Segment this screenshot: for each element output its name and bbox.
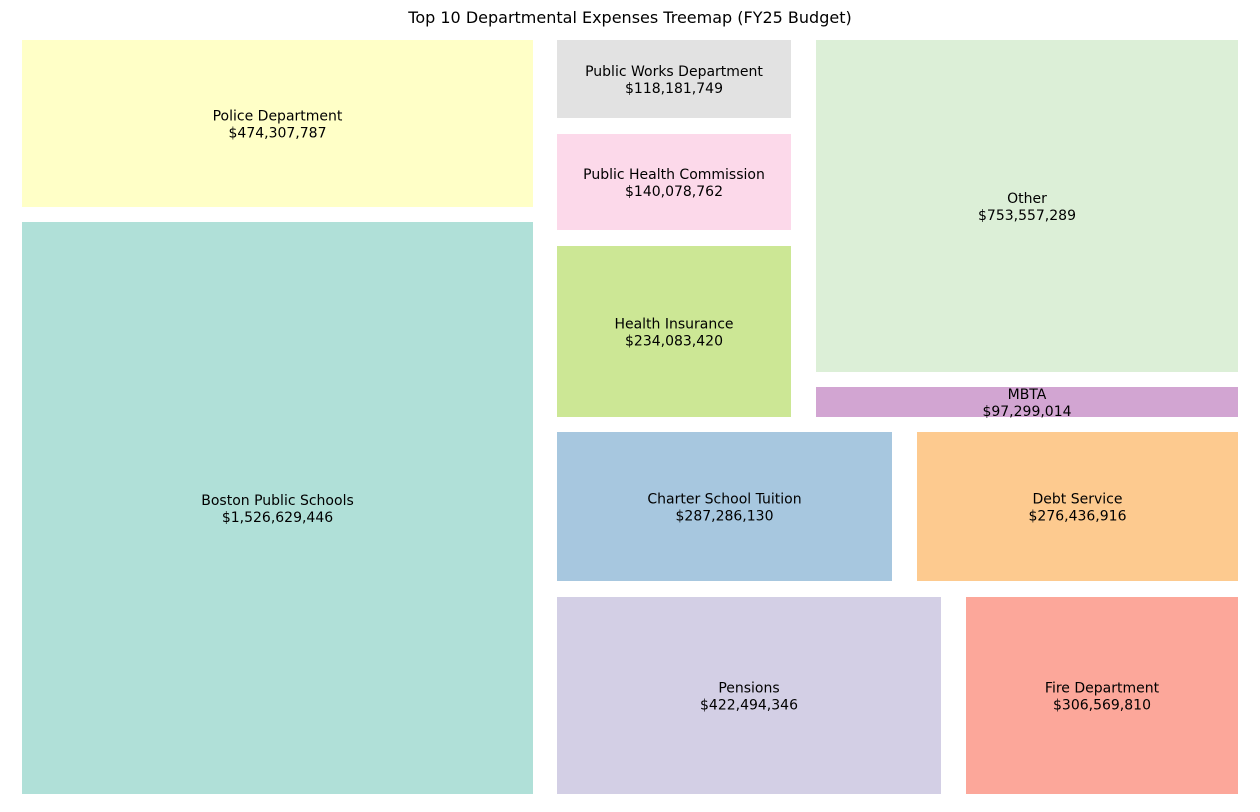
tile-value-charter-school-tuition: $287,286,130 [676,509,774,525]
tile-other: Other$753,557,289 [816,40,1238,372]
tile-public-health-commission: Public Health Commission$140,078,762 [557,134,791,230]
tile-rect-public-works-department [557,40,791,118]
tile-rect-mbta [816,387,1238,417]
tile-police-department: Police Department$474,307,787 [22,40,533,207]
tile-rect-boston-public-schools [22,222,533,794]
tile-name-public-works-department: Public Works Department [585,64,763,80]
tile-value-pensions: $422,494,346 [700,698,798,714]
tile-fire-department: Fire Department$306,569,810 [966,597,1238,794]
tile-value-police-department: $474,307,787 [229,126,327,142]
tile-rect-other [816,40,1238,372]
tile-boston-public-schools: Boston Public Schools$1,526,629,446 [22,222,533,794]
tile-name-other: Other [1007,191,1047,207]
tile-charter-school-tuition: Charter School Tuition$287,286,130 [557,432,892,581]
tile-rect-public-health-commission [557,134,791,230]
tile-rect-fire-department [966,597,1238,794]
tile-debt-service: Debt Service$276,436,916 [917,432,1238,581]
tile-name-health-insurance: Health Insurance [614,317,733,333]
tile-value-public-works-department: $118,181,749 [625,81,723,97]
tile-mbta: MBTA$97,299,014 [816,387,1238,420]
tile-value-mbta: $97,299,014 [982,404,1071,420]
tile-name-debt-service: Debt Service [1033,492,1123,508]
tile-name-mbta: MBTA [1008,387,1047,403]
tile-value-boston-public-schools: $1,526,629,446 [222,510,333,526]
tile-name-fire-department: Fire Department [1045,681,1160,697]
tile-name-charter-school-tuition: Charter School Tuition [647,492,801,508]
tile-pensions: Pensions$422,494,346 [557,597,941,794]
tile-rect-health-insurance [557,246,791,417]
tile-rect-police-department [22,40,533,207]
tile-rect-debt-service [917,432,1238,581]
tile-value-health-insurance: $234,083,420 [625,334,723,350]
tile-value-public-health-commission: $140,078,762 [625,184,723,200]
tile-rect-charter-school-tuition [557,432,892,581]
tile-name-public-health-commission: Public Health Commission [583,167,765,183]
tile-health-insurance: Health Insurance$234,083,420 [557,246,791,417]
chart-title: Top 10 Departmental Expenses Treemap (FY… [408,8,852,27]
tile-rect-pensions [557,597,941,794]
tile-public-works-department: Public Works Department$118,181,749 [557,40,791,118]
tile-value-debt-service: $276,436,916 [1029,509,1127,525]
tile-value-fire-department: $306,569,810 [1053,698,1151,714]
tile-name-police-department: Police Department [213,109,343,125]
tile-name-boston-public-schools: Boston Public Schools [201,493,354,509]
tile-name-pensions: Pensions [718,681,779,697]
tile-value-other: $753,557,289 [978,208,1076,224]
